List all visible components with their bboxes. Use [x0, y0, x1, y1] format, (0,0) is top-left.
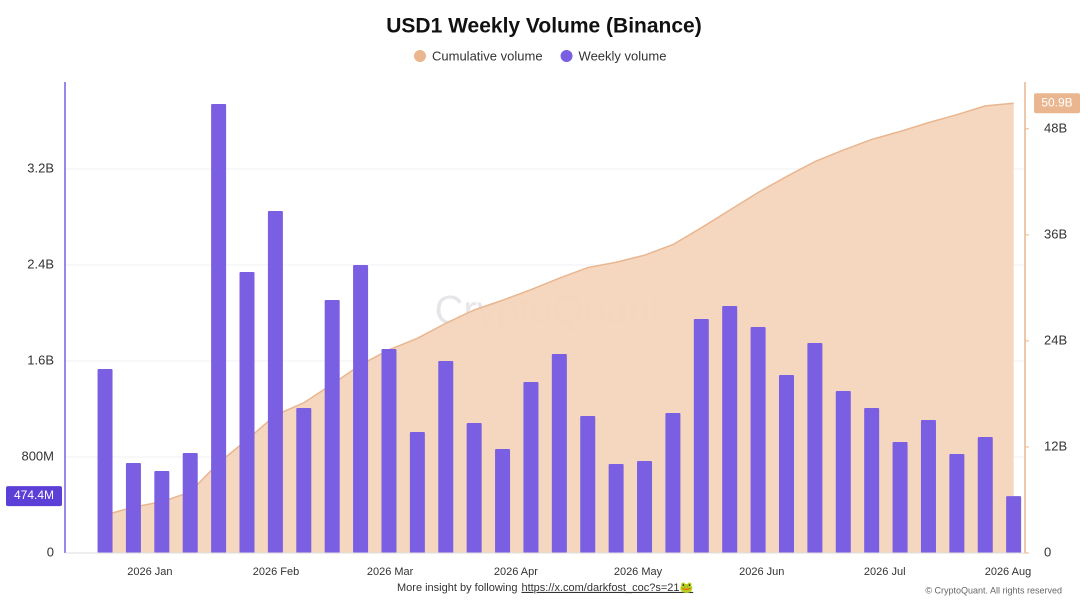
bar — [125, 463, 141, 553]
bar — [211, 103, 227, 554]
chart-title: USD1 Weekly Volume (Binance) — [386, 15, 701, 38]
bar — [495, 448, 511, 553]
x-tick-label: 2026 Aug — [985, 566, 1032, 578]
bar — [523, 382, 539, 553]
bar — [97, 369, 113, 553]
bar — [750, 327, 766, 553]
y2-tick-label: 24B — [1044, 332, 1067, 347]
bar — [892, 442, 908, 553]
y-tick-label: 2.4B — [27, 256, 54, 271]
bar — [267, 211, 283, 553]
bar — [409, 432, 425, 553]
footer-text: More insight by following — [397, 582, 517, 594]
x-tick-label: 2026 May — [614, 566, 663, 578]
bar — [722, 306, 738, 553]
bar — [381, 349, 397, 553]
y2-tick-label: 12B — [1044, 438, 1067, 453]
bar — [1006, 496, 1022, 553]
y2-tick-label: 0 — [1044, 544, 1051, 559]
copyright: © CryptoQuant. All rights reserved — [925, 585, 1062, 595]
x-tick-label: 2026 Jan — [127, 566, 172, 578]
bar — [949, 454, 965, 553]
bar — [580, 415, 596, 553]
bar — [324, 300, 340, 553]
value-label: 474.4M — [14, 488, 54, 502]
x-tick-label: 2026 Feb — [253, 566, 299, 578]
legend-label: Weekly volume — [579, 48, 667, 63]
bar — [608, 463, 624, 553]
legend-swatch — [414, 50, 426, 62]
legend-swatch — [560, 50, 573, 62]
bar — [239, 271, 255, 553]
value-label-box — [1034, 93, 1080, 114]
value-label: 50.9B — [1041, 95, 1072, 109]
y2-tick-label: 36B — [1044, 226, 1067, 241]
bar — [353, 265, 369, 553]
legend-label: Cumulative volume — [432, 48, 543, 63]
x-tick-label: 2026 Mar — [367, 566, 414, 578]
bar — [154, 471, 170, 553]
bar — [438, 361, 454, 553]
bar — [182, 453, 198, 553]
x-tick-label: 2026 Jul — [864, 566, 906, 578]
y-tick-label: 800M — [21, 448, 54, 463]
value-label-box — [6, 486, 62, 507]
bar — [296, 408, 312, 553]
cumulative-line — [104, 102, 1014, 516]
bar — [864, 408, 880, 553]
bar — [693, 319, 709, 553]
bar — [920, 420, 936, 553]
x-tick-label: 2026 Apr — [494, 566, 538, 578]
bar — [977, 436, 993, 553]
bar — [637, 460, 653, 553]
bar — [466, 423, 482, 553]
y-tick-label: 3.2B — [27, 160, 54, 175]
bar — [807, 343, 823, 553]
bar — [835, 391, 851, 553]
bar — [778, 375, 794, 553]
bar — [665, 412, 681, 553]
y2-tick-label: 48B — [1044, 120, 1067, 135]
footer-link: https://x.com/darkfost_coc?s=21🐸 — [521, 581, 693, 594]
bar — [551, 354, 567, 553]
y-tick-label: 0 — [47, 544, 54, 559]
y-tick-label: 1.6B — [27, 352, 54, 367]
x-tick-label: 2026 Jun — [739, 566, 784, 578]
